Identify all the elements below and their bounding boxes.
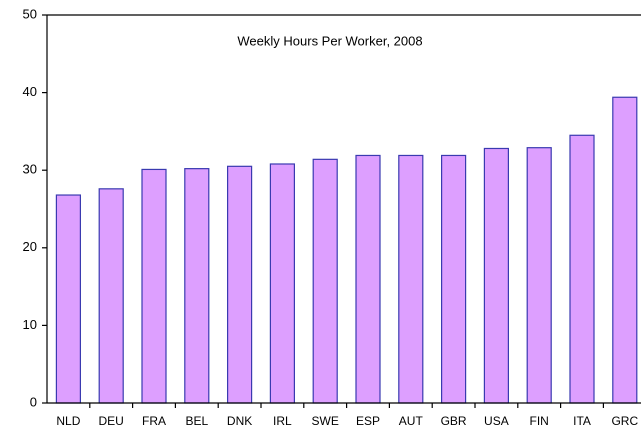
y-tick-label: 50: [23, 6, 37, 21]
bar: [569, 134, 595, 404]
x-tick-label: IRL: [273, 414, 292, 428]
x-tick-label: NLD: [56, 414, 80, 428]
x-tick-label: DNK: [227, 414, 252, 428]
x-tick-label: ESP: [356, 414, 380, 428]
bar: [355, 154, 381, 404]
chart-title: Weekly Hours Per Worker, 2008: [237, 33, 422, 48]
bar: [398, 154, 424, 404]
bar: [141, 168, 167, 404]
x-tick-label: FIN: [530, 414, 549, 428]
x-tick-label: DEU: [99, 414, 124, 428]
bar: [441, 154, 467, 404]
x-tick-label: AUT: [399, 414, 424, 428]
x-tick-label: SWE: [312, 414, 339, 428]
y-tick-label: 0: [30, 394, 37, 409]
bar: [98, 188, 124, 404]
bar: [55, 194, 82, 404]
x-tick-label: ITA: [573, 414, 591, 428]
bar: [184, 168, 210, 404]
y-tick-label: 20: [23, 239, 37, 254]
bar: [269, 163, 295, 404]
bar: [483, 147, 509, 404]
bar: [612, 96, 638, 404]
x-tick-label: GRC: [611, 414, 638, 428]
y-tick-label: 10: [23, 317, 37, 332]
bar: [227, 165, 253, 404]
x-tick-label: USA: [484, 414, 509, 428]
x-tick-label: BEL: [185, 414, 208, 428]
x-tick-label: GBR: [441, 414, 467, 428]
y-tick-label: 30: [23, 162, 37, 177]
bar: [312, 158, 338, 404]
y-tick-label: 40: [23, 84, 37, 99]
bar: [526, 147, 552, 404]
x-tick-label: FRA: [142, 414, 166, 428]
